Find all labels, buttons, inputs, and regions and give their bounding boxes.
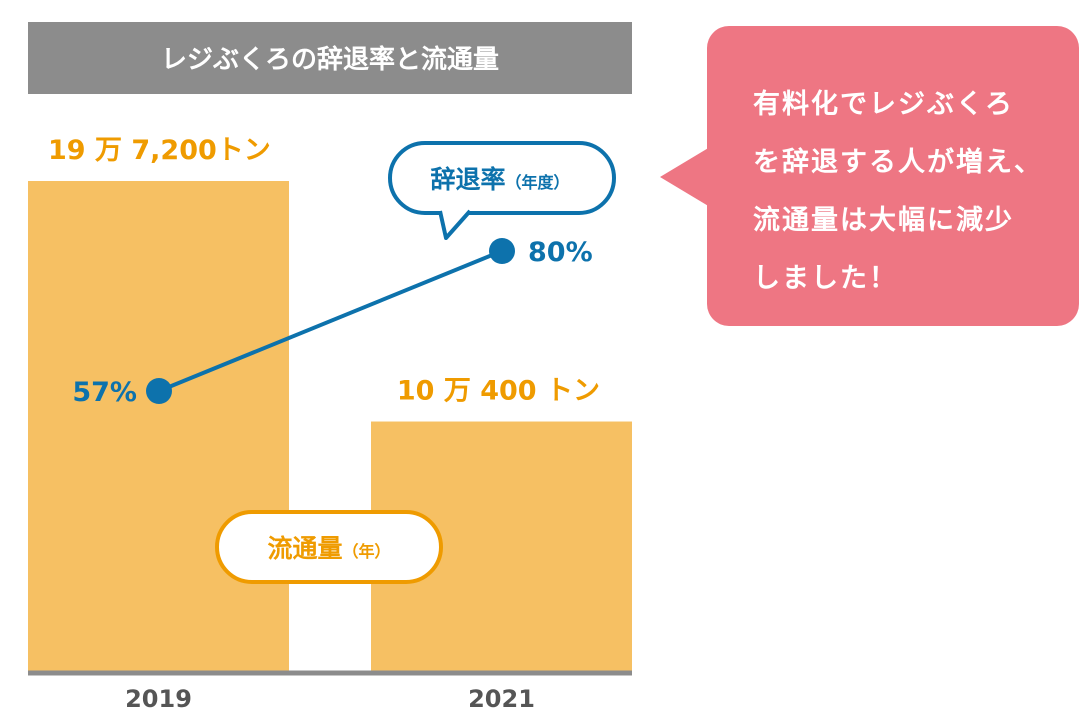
x-tick-label: 2021 [468, 685, 535, 713]
callout-line-4: しました！ [753, 263, 898, 294]
x-axis-labels: 2019 2021 [125, 685, 535, 713]
bar-legend-unit: （年） [343, 542, 391, 561]
bar-data-label: 10 万 400 トン [397, 376, 600, 407]
x-tick-label: 2019 [125, 685, 192, 713]
line-series: 57% 80% [72, 237, 592, 408]
chart-title-bar: レジぶくろの辞退率と流通量 [28, 22, 632, 94]
bar-legend-bubble-shape [215, 510, 443, 584]
line-point-2021 [489, 238, 515, 264]
line-series-path [158, 249, 503, 393]
line-legend-unit: （年度） [506, 173, 570, 192]
line-data-label: 80% [528, 237, 593, 268]
bar-series-legend-bubble: 流通量（年） [215, 510, 443, 584]
bar-series [28, 181, 632, 671]
line-legend-name: 辞退率 [430, 165, 505, 194]
chart-title: レジぶくろの辞退率と流通量 [161, 44, 499, 75]
bar-legend-label: 流通量（年） [267, 534, 390, 563]
callout-message-box: 有料化でレジぶくろ を辞退する人が増え、 流通量は大幅に減少 しました！ [707, 26, 1079, 326]
bar-data-label: 19 万 7,200トン [48, 135, 271, 166]
callout-line-2: を辞退する人が増え、 [753, 147, 1043, 178]
bar-legend-name: 流通量 [267, 534, 342, 563]
line-legend-bubble-tail-outline [438, 209, 472, 240]
line-point-2019 [146, 378, 172, 404]
line-data-label: 57% [72, 377, 137, 408]
callout-line-1: 有料化でレジぶくろ [753, 89, 1014, 120]
chart-title-background [28, 22, 632, 94]
callout-tail [660, 147, 710, 207]
bar-2019 [28, 181, 289, 671]
bar-data-labels: 19 万 7,200トン 10 万 400 トン [48, 135, 600, 407]
callout-line-3: 流通量は大幅に減少 [753, 205, 1014, 236]
line-legend-bubble-shape [388, 141, 616, 215]
line-legend-label: 辞退率（年度） [430, 165, 569, 194]
line-series-legend-bubble: 辞退率（年度） [388, 141, 616, 240]
